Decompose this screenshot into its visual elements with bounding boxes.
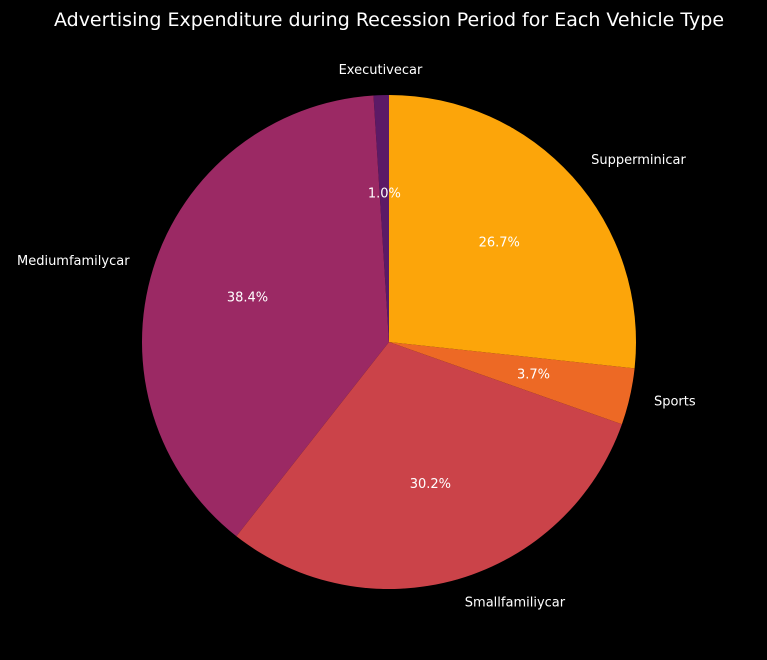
pie-slice-mediumfamilycar	[141, 95, 389, 537]
pie-labels: Executivecar 1.0% Mediumfamilycar 38.4% Smal…	[17, 63, 696, 610]
chart-title: Advertising Expenditure during Recession…	[54, 9, 724, 31]
pie-slices	[141, 95, 636, 590]
pie-slice-executivecar	[373, 95, 389, 342]
percent-label-sports: 3.7%	[517, 367, 550, 382]
percent-label-supperminicar: 26.7%	[479, 235, 520, 250]
category-label-sports: Sports	[654, 395, 696, 410]
pie-slice-sports	[389, 342, 635, 425]
category-label-mediumfamilycar: Mediumfamilycar	[17, 254, 130, 269]
percent-label-smallfamiliycar: 30.2%	[410, 477, 451, 492]
category-label-supperminicar: Supperminicar	[591, 153, 686, 168]
percent-label-mediumfamilycar: 38.4%	[227, 290, 268, 305]
percent-label-executivecar: 1.0%	[368, 186, 401, 201]
pie-slice-smallfamiliycar	[236, 342, 622, 590]
category-label-executivecar: Executivecar	[339, 63, 423, 78]
pie-slice-supperminicar	[389, 95, 636, 369]
category-label-smallfamiliycar: Smallfamiliycar	[465, 595, 566, 610]
